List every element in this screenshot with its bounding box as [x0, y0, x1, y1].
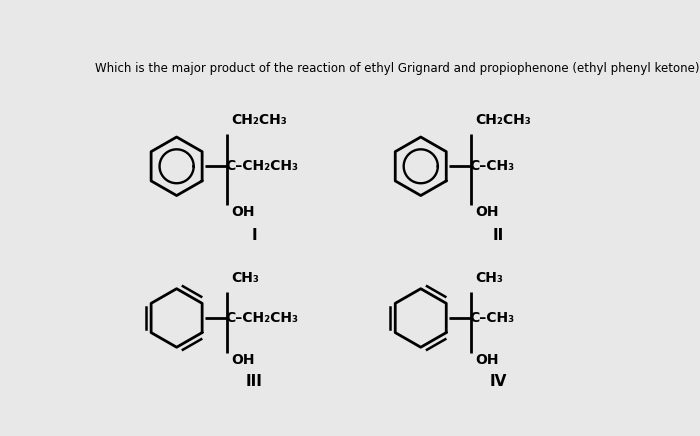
Text: C–CH₂CH₃: C–CH₂CH₃ — [225, 159, 298, 173]
Text: OH: OH — [475, 353, 498, 367]
Text: OH: OH — [231, 353, 254, 367]
Text: II: II — [493, 228, 504, 243]
Text: CH₃: CH₃ — [231, 271, 259, 285]
Text: Which is the major product of the reaction of ethyl Grignard and propiophenone (: Which is the major product of the reacti… — [95, 61, 700, 75]
Text: OH: OH — [231, 205, 254, 219]
Text: CH₂CH₃: CH₂CH₃ — [475, 113, 531, 127]
Text: III: III — [246, 374, 262, 389]
Text: I: I — [251, 228, 257, 243]
Text: C–CH₂CH₃: C–CH₂CH₃ — [225, 311, 298, 325]
Text: C–CH₃: C–CH₃ — [470, 311, 514, 325]
Text: IV: IV — [489, 374, 507, 389]
Text: CH₃: CH₃ — [475, 271, 503, 285]
Text: OH: OH — [475, 205, 498, 219]
Text: C–CH₃: C–CH₃ — [470, 159, 514, 173]
Text: CH₂CH₃: CH₂CH₃ — [231, 113, 286, 127]
